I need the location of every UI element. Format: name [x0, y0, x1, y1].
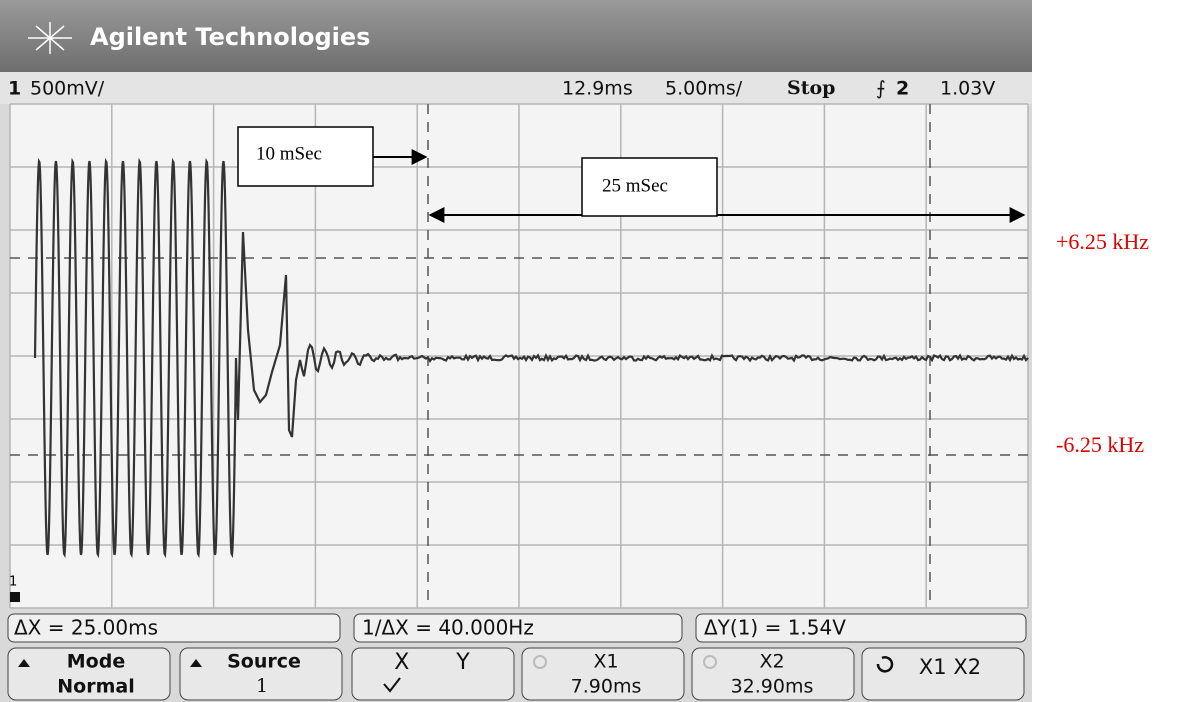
- softkey-label: X1: [593, 651, 618, 673]
- softkey-label: X2: [759, 651, 784, 673]
- softkey-label: X Y: [394, 650, 470, 675]
- softkey-label: Source: [227, 651, 301, 673]
- run-state: Stop: [787, 77, 835, 99]
- measurement: ΔX = 25.00ms: [14, 616, 158, 640]
- softkey-value: Normal: [57, 676, 134, 698]
- screenshot: Agilent Technologies 1 500mV/ 12.9ms 5.0…: [0, 0, 1204, 702]
- vertical-scale: 500mV/: [30, 78, 105, 100]
- trigger-icon: ⨍: [876, 78, 886, 100]
- brand: Agilent Technologies: [90, 23, 370, 51]
- softkey-label: Mode: [67, 651, 125, 673]
- softkey[interactable]: Source 1: [180, 648, 342, 700]
- measurement: 1/ΔX = 40.000Hz: [362, 616, 534, 640]
- softkey-label: X1 X2: [919, 655, 981, 679]
- trigger-level: 1.03V: [940, 78, 995, 100]
- softkey-value: 7.90ms: [571, 676, 642, 698]
- lower-limit: -6.25 kHz: [1056, 432, 1144, 457]
- softkey[interactable]: X1 7.90ms: [522, 648, 684, 700]
- ground-marker: [10, 592, 20, 602]
- channel: 1: [8, 78, 21, 100]
- softkey-value: 1: [256, 675, 268, 697]
- softkey[interactable]: X2 32.90ms: [692, 648, 854, 700]
- trigger-source: 2: [896, 78, 909, 100]
- ground-label: 1: [9, 575, 17, 590]
- annotation: 10 mSec: [256, 143, 322, 164]
- softkey-value: 32.90ms: [731, 676, 814, 698]
- softkey[interactable]: Mode Normal: [8, 648, 170, 700]
- annotation: 25 mSec: [602, 175, 668, 196]
- softkey[interactable]: X1 X2: [862, 648, 1024, 700]
- measurement-bar: ΔX = 25.00ms 1/ΔX = 40.000Hz ΔY(1) = 1.5…: [8, 614, 1026, 642]
- measurement: ΔY(1) = 1.54V: [704, 616, 846, 640]
- timebase: 5.00ms/: [665, 78, 743, 100]
- upper-limit: +6.25 kHz: [1056, 229, 1149, 254]
- delay: 12.9ms: [562, 78, 633, 100]
- softkey[interactable]: X Y: [352, 648, 514, 700]
